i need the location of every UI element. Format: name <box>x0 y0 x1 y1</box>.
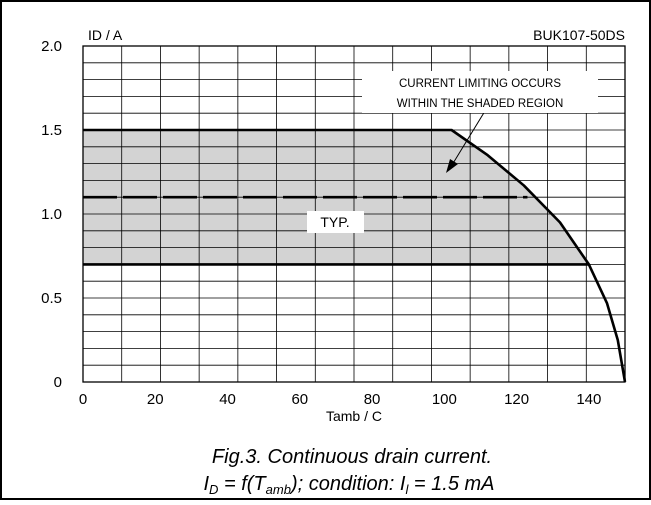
y-tick-label: 0 <box>54 374 62 391</box>
series-group <box>83 128 627 383</box>
caption-line-1: Fig.3. Continuous drain current. <box>212 446 492 468</box>
annotation-line-1: CURRENT LIMITING OCCURS <box>399 78 561 90</box>
x-tick-label: 0 <box>79 391 87 408</box>
tick-labels: 0 20 40 60 80 100 120 140 0 0.5 1.0 1.5 2.0 <box>41 38 601 408</box>
y-tick-label: 1.0 <box>41 206 62 223</box>
y-tick-label: 2.0 <box>41 38 62 55</box>
caption-part: = 1.5 mA <box>408 473 494 495</box>
caption-part: = f(T <box>218 473 267 495</box>
caption-part: I <box>203 473 209 495</box>
y-tick-label: 1.5 <box>41 122 62 139</box>
x-tick-label: 140 <box>576 391 601 408</box>
typ-label: TYP. <box>320 214 349 230</box>
caption-part: ); condition: I <box>289 473 406 495</box>
x-tick-label: 20 <box>147 391 164 408</box>
caption-line-2: ID​ = f(Tamb​); condition: Il​ = 1.5 mA <box>203 473 494 497</box>
caption-subscript: amb <box>266 482 291 497</box>
y-axis-label: ID / A <box>88 27 123 43</box>
annotation-arrow-line <box>451 110 486 166</box>
x-tick-label: 120 <box>504 391 529 408</box>
annotation-arrow-head <box>446 159 458 173</box>
annotation-bg <box>362 71 598 113</box>
x-axis-label: Tamb / C <box>326 408 382 424</box>
x-tick-label: 80 <box>364 391 381 408</box>
series-line-1 <box>83 128 627 383</box>
plot-frame <box>82 45 626 383</box>
annotation-arrow <box>446 110 486 173</box>
y-tick-label: 0.5 <box>41 290 62 307</box>
typ-label-bg <box>307 211 364 233</box>
caption-subscript: D <box>209 482 218 497</box>
part-number: BUK107-50DS <box>533 27 625 43</box>
annotation-line-2: WITHIN THE SHADED REGION <box>397 98 564 110</box>
x-tick-label: 100 <box>432 391 457 408</box>
x-tick-label: 60 <box>291 391 308 408</box>
x-tick-label: 40 <box>219 391 236 408</box>
caption-subscript: l <box>405 482 409 497</box>
